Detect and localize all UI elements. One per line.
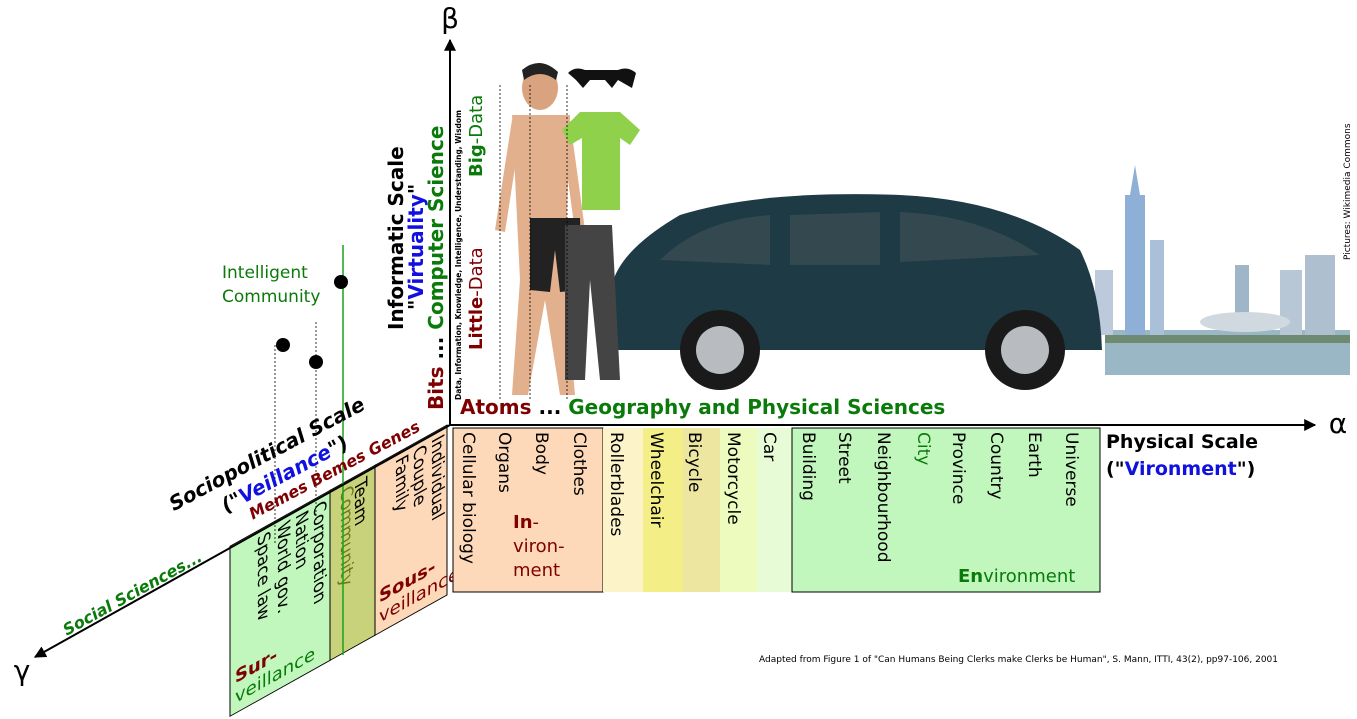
physical-item: Street xyxy=(834,432,854,484)
informatic-range: Bits ... Computer Science xyxy=(424,126,448,410)
social-group: World gov. xyxy=(273,517,293,617)
physical-item: Car xyxy=(759,432,779,461)
social-group: Couple xyxy=(409,441,429,511)
social-group: Community xyxy=(336,482,356,591)
social-group: Family xyxy=(391,451,411,517)
physical-range: Atoms ... Geography and Physical Science… xyxy=(460,395,945,419)
big: Big xyxy=(466,144,487,177)
ellipsis: ... xyxy=(532,395,569,419)
source-credit: Adapted from Figure 1 of "Can Humans Bei… xyxy=(759,655,1278,665)
diagram: Sur-veillance Sous-veillance IndividualC… xyxy=(0,0,1357,719)
physical-item: Rollerblades xyxy=(606,432,626,537)
computer-science: Computer Science xyxy=(424,126,448,330)
atoms: Atoms xyxy=(460,395,532,419)
physical-item: Cellular biology xyxy=(458,432,478,564)
en-suffix: vironment xyxy=(983,566,1075,587)
in-prefix: In xyxy=(513,512,533,533)
dot xyxy=(309,355,323,369)
physical-item: Organs xyxy=(494,432,514,493)
physical-item: Universe xyxy=(1061,432,1081,507)
city-photo xyxy=(1095,165,1350,375)
dot xyxy=(334,275,348,289)
social-sciences: Social Sciences... xyxy=(59,547,205,639)
little-suffix: -Data xyxy=(466,247,487,296)
physical-item: Neighbourhood xyxy=(873,432,893,563)
in-ment: ment xyxy=(513,560,560,581)
physical-item: Motorcycle xyxy=(723,432,743,525)
social-group: Corporation xyxy=(309,497,329,608)
big-suffix: -Data xyxy=(466,95,487,144)
beta-label: β xyxy=(441,2,459,35)
physical-subtitle: ("Vironment") xyxy=(1106,458,1255,480)
little: Little xyxy=(466,297,487,350)
little-data: Little-Data xyxy=(466,247,487,350)
physical-item: Clothes xyxy=(569,432,589,496)
physical-item: Province xyxy=(948,432,968,504)
physical-item: Wheelchair xyxy=(646,432,666,527)
geography: Geography and Physical Sciences xyxy=(568,395,945,419)
car-photo xyxy=(612,194,1102,390)
in-viron: viron- xyxy=(513,536,565,557)
social-group: Individual xyxy=(427,431,447,525)
bits: Bits xyxy=(424,366,448,410)
physical-item: Body xyxy=(531,432,551,475)
en-prefix: En xyxy=(958,566,983,587)
environment-label: Environment xyxy=(958,566,1075,587)
informatic-levels: Data, Information, Knowledge, Intelligen… xyxy=(454,110,463,400)
intelligent-community: Intelligent Community xyxy=(222,263,320,307)
social-group: Nation xyxy=(291,507,311,574)
physical-item: Building xyxy=(798,432,818,501)
social-group: Space law xyxy=(253,528,273,625)
physical-title: Physical Scale xyxy=(1106,431,1258,453)
physical-item: City xyxy=(913,432,933,465)
page: Sur-veillance Sous-veillance IndividualC… xyxy=(0,0,1357,719)
physical-item: Earth xyxy=(1024,432,1044,478)
quote: ") xyxy=(1237,458,1256,480)
quote: (" xyxy=(1106,458,1125,480)
gamma-label: γ xyxy=(14,654,31,687)
alpha-label: α xyxy=(1329,407,1347,440)
pictures xyxy=(495,63,1350,395)
big-data: Big-Data xyxy=(466,95,487,177)
ellipsis: ... xyxy=(424,330,448,367)
physical-item: Country xyxy=(986,432,1006,500)
in-hyphen: - xyxy=(533,512,540,533)
pictures-credit: Pictures: Wikimedia Commons xyxy=(1343,123,1353,260)
physical-item: Bicycle xyxy=(684,432,704,492)
line: Intelligent xyxy=(222,263,308,283)
vironment: Vironment xyxy=(1125,458,1237,480)
line: Community xyxy=(222,287,320,307)
dot xyxy=(276,338,290,352)
